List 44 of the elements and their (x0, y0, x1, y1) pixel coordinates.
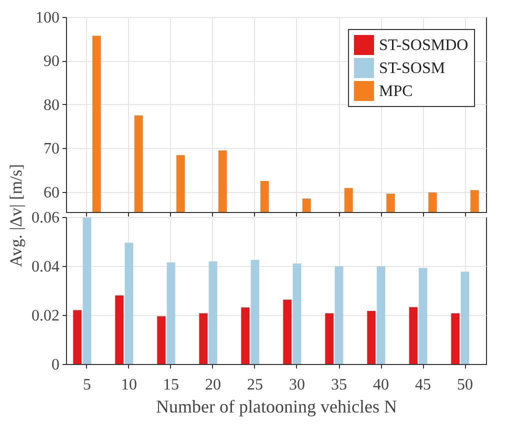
x-tick-label: 20 (205, 376, 221, 394)
legend-label: MPC (379, 83, 413, 100)
bar (250, 260, 260, 364)
x-tick-label: 45 (415, 376, 431, 394)
bar (115, 295, 124, 364)
bar (283, 300, 292, 364)
bar (451, 313, 460, 364)
y-tick-label: 0.04 (32, 258, 60, 276)
bar (292, 264, 302, 364)
bar (166, 262, 176, 364)
y-axis-title: Avg. |Δv| [m/s] (6, 164, 26, 267)
y-tick-label: 90 (44, 53, 60, 70)
bar (124, 242, 134, 364)
x-tick-label: 30 (289, 376, 305, 394)
x-tick-label: 40 (373, 376, 389, 394)
y-tick-label: 0 (52, 356, 60, 374)
x-tick-label: 35 (331, 376, 347, 394)
x-axis-title: Number of platooning vehicles N (156, 396, 397, 416)
legend-label: ST-SOSM (379, 60, 446, 77)
bar (325, 313, 334, 364)
x-tick-label: 50 (457, 376, 473, 394)
y-tick-label: 80 (44, 96, 60, 114)
bar (418, 268, 428, 364)
y-tick-label: 0.06 (32, 210, 60, 226)
bar (241, 307, 250, 364)
bar (376, 266, 386, 364)
bar (157, 316, 166, 364)
bar (334, 266, 344, 364)
bar (367, 310, 376, 364)
bar (409, 307, 418, 364)
y-tick-label: 70 (44, 140, 60, 158)
bar (199, 313, 208, 364)
legend-label: ST-SOSMDO (379, 37, 468, 54)
y-tick-label: 100 (36, 10, 60, 26)
x-tick-label: 5 (83, 376, 91, 394)
bar (82, 217, 92, 364)
x-tick-label: 15 (163, 376, 179, 394)
x-tick-label: 10 (121, 376, 137, 394)
y-tick-label: 0.02 (32, 308, 60, 324)
bar (460, 272, 470, 364)
x-tick-label: 25 (247, 376, 263, 394)
y-tick-label: 60 (44, 184, 60, 202)
bar (73, 310, 82, 364)
bar (208, 261, 218, 364)
